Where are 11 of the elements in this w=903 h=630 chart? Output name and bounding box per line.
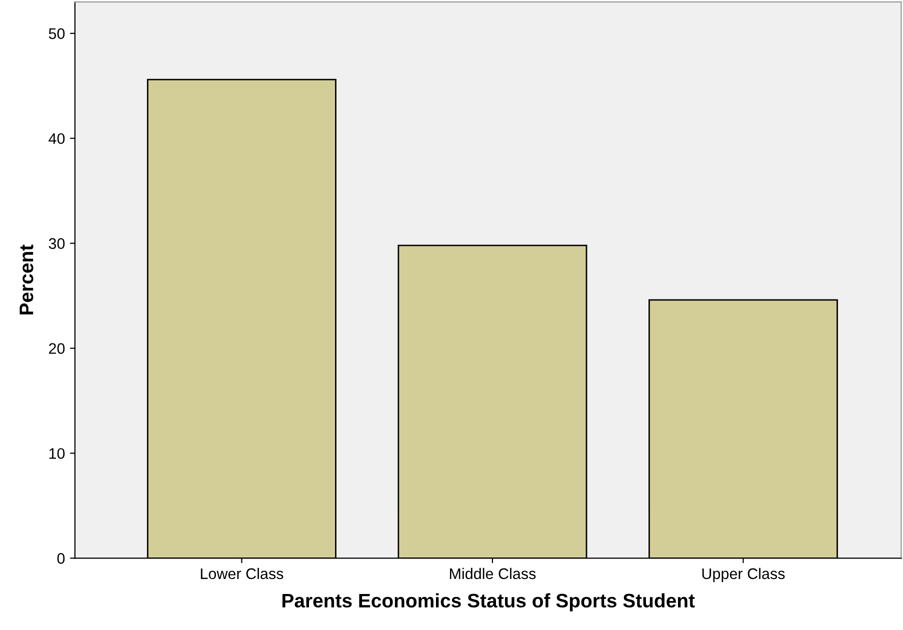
x-tick-label: Upper Class [702,568,785,582]
x-tick-label: Middle Class [450,568,536,580]
x-axis-title: Parents Economics Status of Sports Student [282,593,695,612]
x-tick-label: Lower Class [200,568,284,580]
y-tick-label: 30 [48,238,65,249]
y-tick-label: 0 [57,553,65,564]
y-tick-label: 10 [49,448,65,459]
y-axis-title: Percent [20,244,34,314]
y-tick-label: 40 [48,133,65,144]
y-tick-label: 50 [48,28,65,40]
y-tick-label: 20 [49,343,65,354]
